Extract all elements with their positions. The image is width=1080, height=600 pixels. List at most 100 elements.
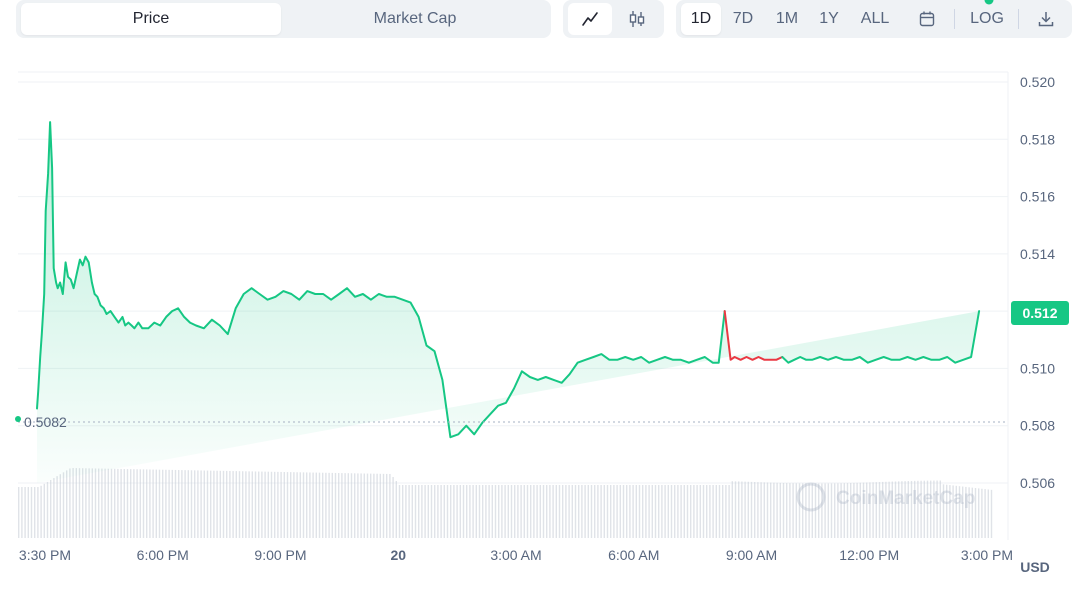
volume-bar — [162, 469, 164, 538]
volume-bar — [712, 485, 714, 538]
candlestick-icon[interactable] — [615, 3, 659, 35]
volume-bar — [552, 485, 554, 538]
volume-bar — [501, 485, 503, 538]
volume-bar — [379, 473, 381, 538]
volume-bar — [427, 485, 429, 538]
volume-bar — [664, 485, 666, 538]
volume-bar — [226, 470, 228, 538]
price-line-segment — [36, 121, 726, 439]
volume-bar — [731, 481, 733, 538]
range-1y[interactable]: 1Y — [819, 10, 839, 27]
tab-price[interactable]: Price — [21, 3, 281, 35]
volume-bar — [773, 482, 775, 538]
volume-bar — [565, 485, 567, 538]
volume-bar — [910, 480, 913, 538]
volume-bar — [146, 469, 148, 538]
volume-bar — [590, 485, 593, 538]
volume-bar — [248, 471, 250, 538]
x-tick-label: 6:00 PM — [137, 547, 189, 563]
volume-bar — [494, 485, 497, 538]
volume-bar — [123, 469, 125, 538]
volume-bar — [299, 472, 301, 538]
volume-bar — [267, 471, 269, 538]
volume-bar — [866, 482, 868, 538]
volume-bar — [533, 485, 535, 538]
volume-bar — [98, 468, 100, 538]
volume-bar — [62, 472, 65, 538]
volume-bar — [219, 470, 221, 538]
volume-bar — [446, 485, 449, 538]
volume-bar — [296, 472, 298, 538]
volume-bar — [965, 486, 967, 538]
log-scale-button[interactable]: LOG — [970, 10, 1004, 27]
volume-bar — [261, 471, 263, 538]
volume-bar — [453, 485, 455, 538]
volume-bar — [434, 485, 436, 538]
volume-bar — [456, 485, 458, 538]
y-tick-label: 0.508 — [1020, 418, 1055, 434]
volume-bar — [485, 485, 487, 538]
volume-bar — [206, 470, 209, 538]
currency-label: USD — [1020, 559, 1050, 575]
volume-bar — [91, 468, 93, 538]
range-1m[interactable]: 1M — [775, 10, 799, 27]
tab-market-cap[interactable]: Market Cap — [373, 10, 457, 27]
x-tick-label: 20 — [390, 547, 406, 563]
volume-bar — [843, 483, 845, 538]
line-chart-icon[interactable] — [568, 3, 612, 35]
range-1d[interactable]: 1D — [681, 3, 721, 35]
range-7d[interactable]: 7D — [732, 10, 754, 27]
volume-bar — [821, 483, 823, 538]
volume-bar — [139, 469, 141, 538]
range-all[interactable]: ALL — [860, 10, 890, 27]
volume-bar — [750, 481, 753, 538]
volume-bar — [69, 468, 71, 538]
volume-bar — [933, 480, 935, 538]
volume-bar — [498, 485, 500, 538]
volume-bar — [814, 483, 817, 538]
volume-bar — [811, 483, 813, 538]
volume-bar — [306, 472, 308, 538]
calendar-icon[interactable] — [908, 3, 946, 35]
volume-bar — [792, 483, 794, 538]
volume-bar — [459, 485, 461, 538]
volume-bar — [808, 483, 810, 538]
volume-bar — [274, 471, 276, 538]
download-icon[interactable] — [1028, 3, 1064, 35]
chart-toolbar: Price Market Cap 1D 7D 1M 1Y ALL — [0, 0, 1080, 40]
volume-bar — [888, 481, 890, 538]
volume-bar — [770, 482, 772, 538]
volume-bar — [245, 471, 247, 538]
volume-bar — [354, 473, 356, 538]
volume-bar — [734, 481, 737, 538]
volume-bar — [875, 482, 877, 538]
volume-bar — [805, 483, 807, 538]
volume-bar — [82, 468, 84, 538]
volume-bars — [18, 468, 993, 538]
volume-bar — [440, 485, 442, 538]
price-area — [37, 122, 980, 483]
volume-bar — [158, 469, 161, 538]
volume-bar — [574, 485, 577, 538]
volume-bar — [293, 472, 295, 538]
volume-bar — [850, 483, 852, 538]
volume-bar — [34, 487, 36, 538]
volume-bar — [491, 485, 493, 538]
volume-bar — [517, 485, 519, 538]
volume-bar — [373, 473, 375, 538]
volume-bar — [514, 485, 516, 538]
volume-bar — [581, 485, 583, 538]
volume-bar — [974, 488, 977, 538]
volume-bar — [670, 485, 673, 538]
volume-bar — [546, 485, 548, 538]
volume-bar — [738, 481, 740, 538]
volume-bar — [194, 470, 196, 538]
volume-bar — [584, 485, 586, 538]
volume-bar — [286, 472, 289, 538]
volume-bar — [462, 485, 465, 538]
volume-bar — [635, 485, 637, 538]
volume-bar — [40, 485, 42, 538]
volume-bar — [280, 471, 282, 538]
volume-bar — [789, 483, 791, 538]
